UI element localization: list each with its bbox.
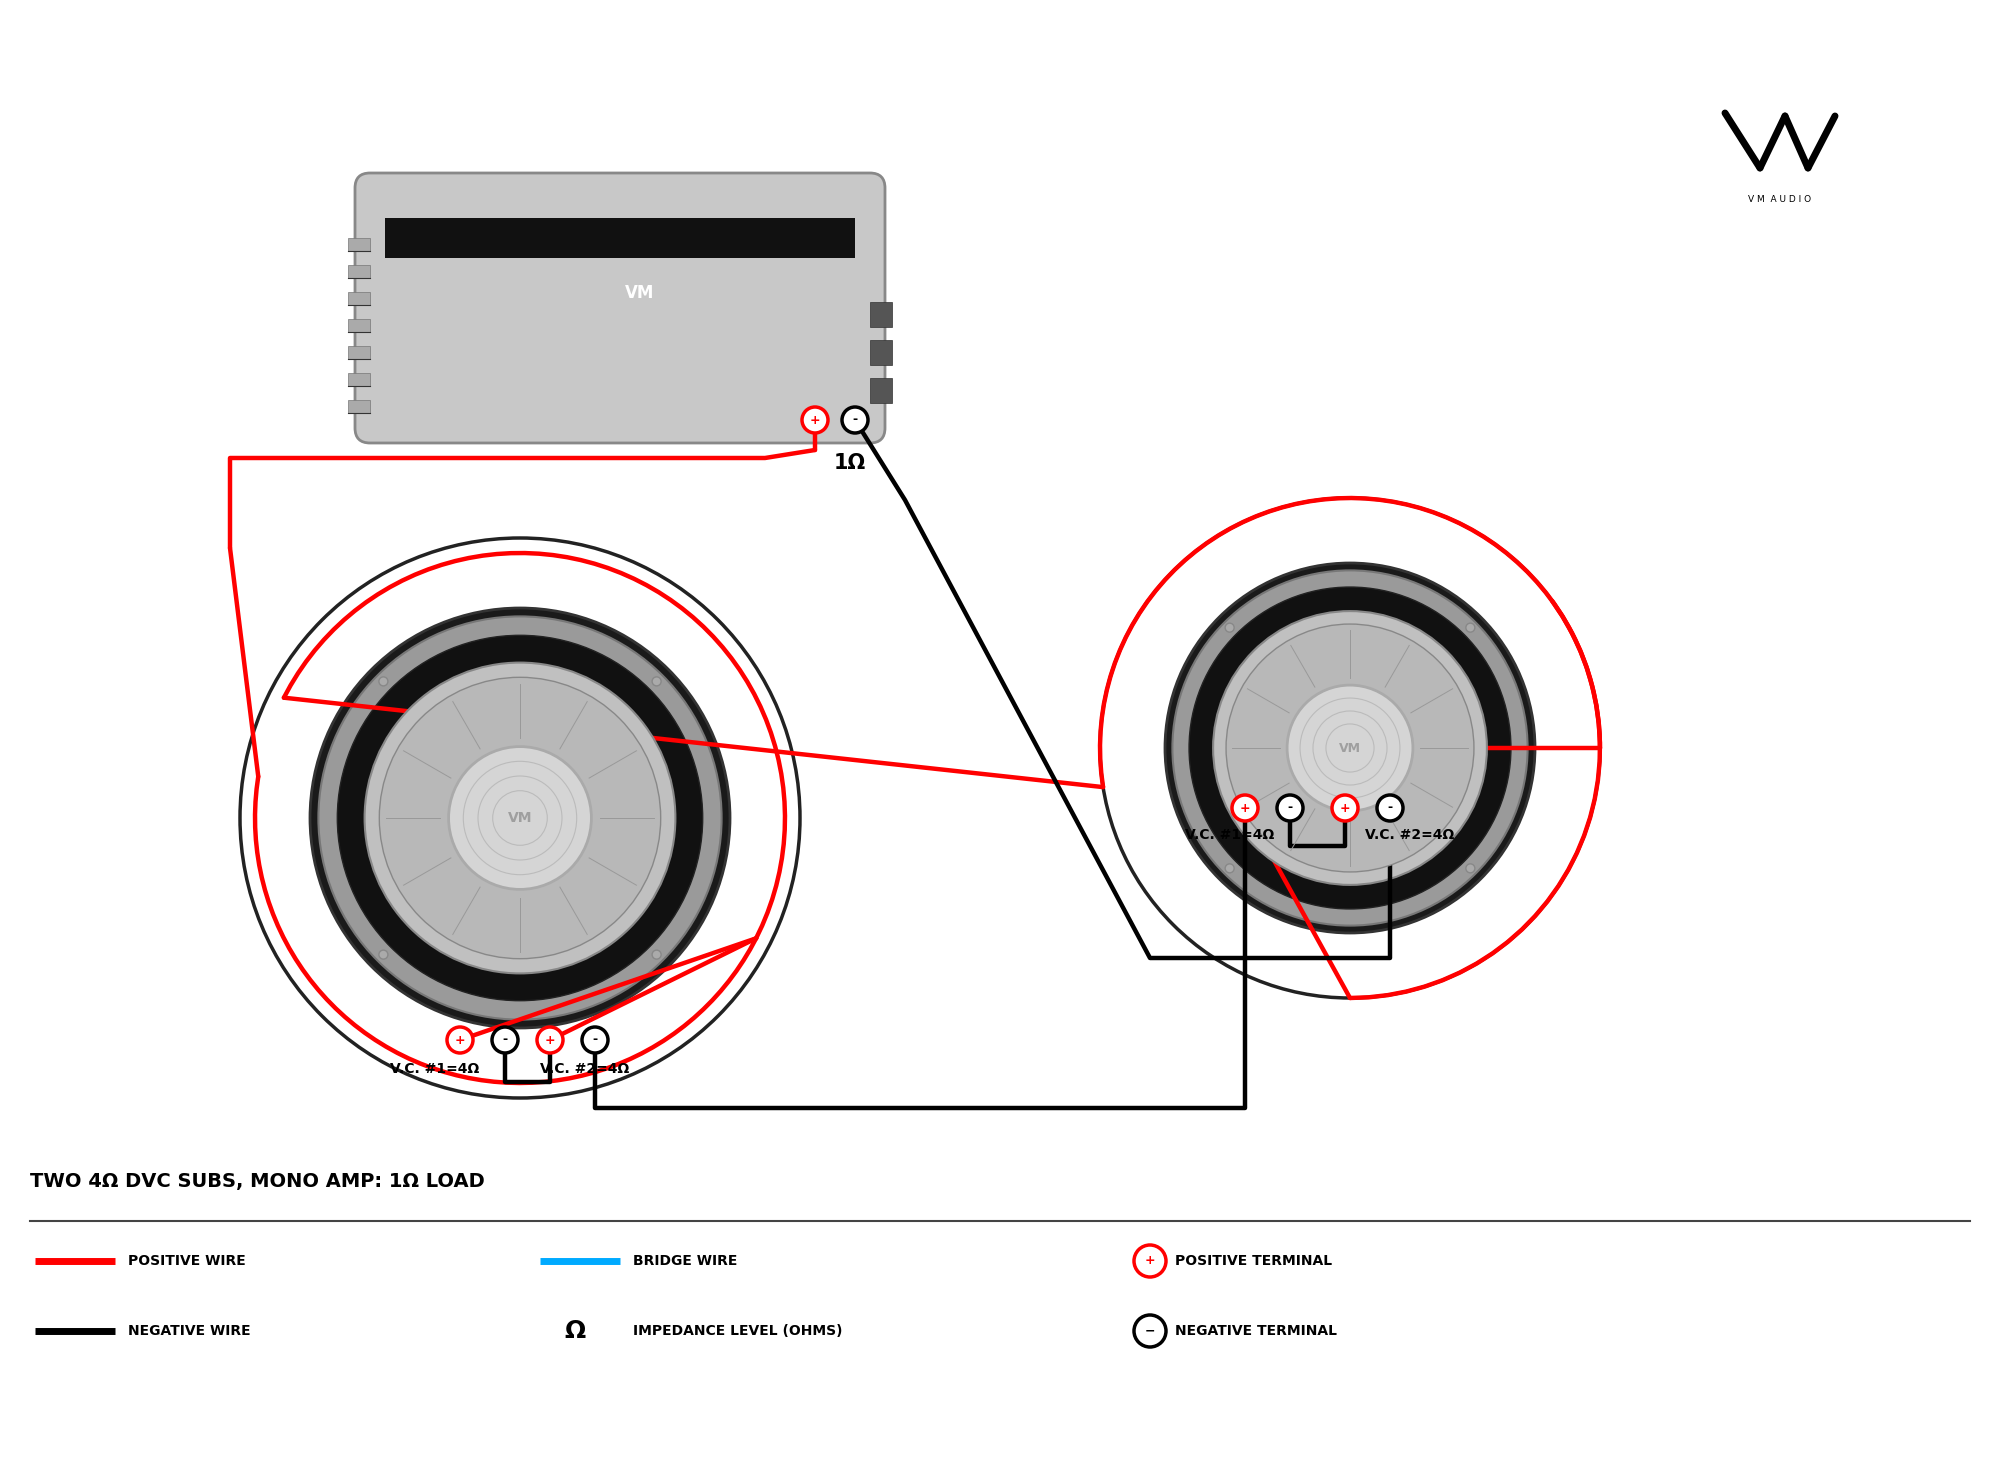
Circle shape [1332,795,1358,821]
Text: +: + [454,1034,466,1047]
Text: V M  A U D I O: V M A U D I O [1748,195,1812,204]
Text: V.C. #1=4Ω: V.C. #1=4Ω [1186,828,1274,843]
Circle shape [380,678,660,959]
Circle shape [1134,1245,1166,1277]
Text: V.C. #2=4Ω: V.C. #2=4Ω [1366,828,1454,843]
Circle shape [1190,588,1510,908]
Circle shape [1288,685,1412,811]
Text: 1Ω: 1Ω [834,453,866,472]
Circle shape [652,951,662,959]
Circle shape [1466,863,1474,873]
Circle shape [364,662,676,974]
Text: V.C. #1=4Ω: V.C. #1=4Ω [390,1061,480,1076]
Circle shape [1226,624,1474,872]
Bar [870,378,892,402]
Text: +: + [544,1034,556,1047]
Text: VM: VM [508,811,532,825]
Text: NEGATIVE TERMINAL: NEGATIVE TERMINAL [1176,1324,1336,1338]
Text: VM: VM [626,284,654,302]
Text: BRIDGE WIRE: BRIDGE WIRE [632,1254,738,1268]
Circle shape [1278,795,1304,821]
Bar [348,319,370,332]
Circle shape [1172,570,1528,926]
Text: V.C. #2=4Ω: V.C. #2=4Ω [540,1061,630,1076]
Circle shape [1376,795,1404,821]
Text: +: + [1240,802,1250,815]
Text: +: + [810,414,820,427]
Circle shape [378,951,388,959]
Text: TWO 4Ω DVC SUBS, MONO AMP: 1Ω LOAD: TWO 4Ω DVC SUBS, MONO AMP: 1Ω LOAD [30,1172,484,1191]
Bar [870,340,892,364]
Bar [348,346,370,359]
Bar [348,265,370,278]
Text: -: - [852,414,858,427]
Bar [348,292,370,305]
Circle shape [652,677,662,685]
Circle shape [1134,1315,1166,1347]
Text: NEGATIVE WIRE: NEGATIVE WIRE [128,1324,250,1338]
Bar [870,302,892,327]
Text: POSITIVE WIRE: POSITIVE WIRE [128,1254,246,1268]
Circle shape [448,746,592,889]
Circle shape [1164,563,1536,933]
Text: POSITIVE TERMINAL: POSITIVE TERMINAL [1176,1254,1332,1268]
Bar [348,399,370,413]
Text: -: - [1388,802,1392,815]
Text: VM: VM [1340,742,1360,754]
Text: +: + [1144,1254,1156,1267]
Bar [348,238,370,251]
FancyBboxPatch shape [356,174,884,443]
Text: Ω: Ω [564,1319,586,1343]
Circle shape [1226,863,1234,873]
Text: -: - [592,1034,598,1047]
Circle shape [378,677,388,685]
Circle shape [1226,623,1234,633]
Circle shape [1466,623,1474,633]
Circle shape [842,407,868,433]
Circle shape [1232,795,1258,821]
Circle shape [582,1026,608,1053]
Text: -: - [1288,802,1292,815]
Text: −: − [1144,1324,1156,1337]
Circle shape [536,1026,564,1053]
Circle shape [318,617,722,1019]
Circle shape [1214,611,1486,885]
Circle shape [338,636,702,1000]
Circle shape [492,1026,518,1053]
Circle shape [802,407,828,433]
Circle shape [448,1026,474,1053]
Text: -: - [502,1034,508,1047]
Bar [348,373,370,386]
Circle shape [310,608,730,1028]
Text: IMPEDANCE LEVEL (OHMS): IMPEDANCE LEVEL (OHMS) [632,1324,842,1338]
Text: +: + [1340,802,1350,815]
Bar [384,219,856,258]
